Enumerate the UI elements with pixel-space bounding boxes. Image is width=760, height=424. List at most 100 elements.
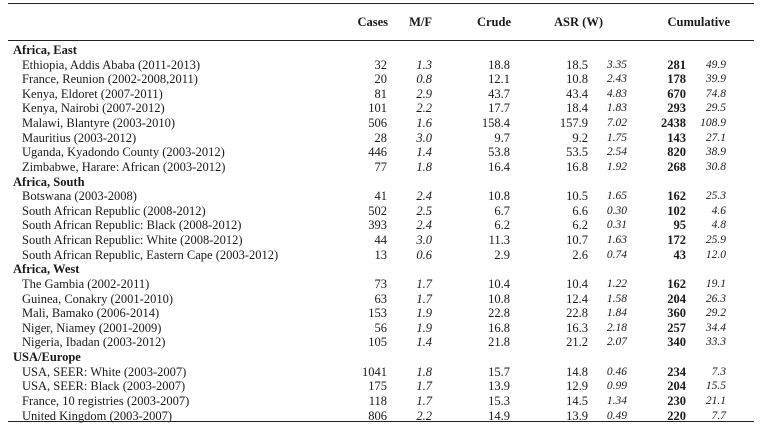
cases-cell: 13 [374, 247, 388, 262]
cases-cell: 81 [374, 86, 388, 101]
asr-se-cell: 0.31 [606, 219, 627, 232]
mf-ratio-cell: 1.7 [416, 276, 432, 291]
asr-cell: 157.9 [559, 116, 588, 131]
cases-cell: 101 [368, 101, 387, 116]
cumulative-cell: 2438 [661, 116, 686, 131]
cumulative-cell: 281 [667, 57, 686, 72]
crude-rate-cell: 10.4 [488, 276, 510, 291]
asr-cell: 18.4 [566, 101, 588, 116]
mf-ratio-cell: 1.4 [416, 145, 432, 160]
crude-rate-cell: 18.8 [488, 57, 510, 72]
asr-cell: 13.9 [566, 408, 588, 423]
cases-cell: 73 [374, 276, 388, 291]
table-row: Botswana (2003-2008) 41 2.4 10.8 10.5 1.65 162… [0, 188, 760, 204]
crude-rate-cell: 22.8 [488, 306, 510, 321]
table-row: Nigeria, Ibadan (2003-2012) 105 1.4 21.8 21.… [0, 334, 760, 350]
section-title: Africa, West [13, 262, 80, 277]
cases-cell: 118 [368, 393, 387, 408]
registry-cell: South African Republic (2008-2012) [22, 203, 206, 218]
asr-se-cell: 1.84 [606, 307, 627, 320]
cases-cell: 56 [374, 320, 388, 335]
asr-cell: 6.6 [572, 203, 588, 218]
asr-cell: 53.5 [566, 145, 588, 160]
mf-ratio-cell: 2.9 [416, 86, 432, 101]
cases-cell: 44 [374, 233, 388, 248]
asr-cell: 43.4 [566, 86, 588, 101]
registry-cell: Malawi, Blantyre (2003-2010) [22, 116, 176, 131]
cumulative-cell: 220 [667, 408, 686, 423]
asr-cell: 21.2 [566, 335, 588, 350]
crude-rate-cell: 21.8 [488, 335, 510, 350]
mf-ratio-cell: 3.0 [416, 233, 432, 248]
table-row: France, 10 registries (2003-2007) 118 1.7 1… [0, 393, 760, 409]
asr-cell: 22.8 [566, 306, 588, 321]
cumulative-cell: 204 [667, 379, 686, 394]
table-row: Kenya, Eldoret (2007-2011) 81 2.9 43.7 43.4 4… [0, 86, 760, 102]
cases-cell: 28 [374, 130, 388, 145]
registry-cell: Mali, Bamako (2006-2014) [22, 306, 160, 321]
cumulative-cell: 670 [667, 86, 686, 101]
asr-cell: 2.6 [572, 247, 588, 262]
table-row: Mauritius (2003-2012) 28 3.0 9.7 9.2 1.75 143 2… [0, 130, 760, 146]
asr-cell: 12.9 [566, 379, 588, 394]
table-row: Uganda, Kyadondo County (2003-2012) 446 1.… [0, 144, 760, 160]
table-row: South African Republic: White (2008-2012… [0, 232, 760, 248]
asr-se-cell: 2.18 [606, 321, 627, 334]
asr-cell: 10.7 [566, 233, 588, 248]
registry-cell: Ethiopia, Addis Ababa (2011-2013) [22, 57, 200, 72]
mf-ratio-cell: 0.8 [416, 72, 432, 87]
asr-se-cell: 0.49 [606, 409, 627, 422]
cumulative-cell: 162 [667, 276, 686, 291]
cumulative-se-cell: 29.2 [705, 307, 726, 320]
cases-cell: 806 [368, 408, 387, 423]
mf-ratio-cell: 1.3 [416, 57, 432, 72]
crude-rate-cell: 16.8 [488, 320, 510, 335]
table-row: France, Reunion (2002-2008,2011) 20 0.8 12.… [0, 71, 760, 87]
cumulative-se-cell: 25.3 [705, 190, 726, 203]
mf-ratio-cell: 2.4 [416, 189, 432, 204]
mf-ratio-cell: 1.9 [416, 306, 432, 321]
registry-cell: USA, SEER: Black (2003-2007) [22, 379, 186, 394]
asr-se-cell: 0.99 [606, 380, 627, 393]
cumulative-cell: 293 [667, 101, 686, 116]
crude-rate-cell: 2.9 [494, 247, 510, 262]
section-title: Africa, South [13, 174, 85, 189]
cases-cell: 175 [368, 379, 387, 394]
asr-cell: 10.8 [566, 72, 588, 87]
cumulative-cell: 204 [667, 291, 686, 306]
mf-ratio-cell: 0.6 [416, 247, 432, 262]
mf-ratio-cell: 3.0 [416, 130, 432, 145]
crude-rate-cell: 15.3 [488, 393, 510, 408]
table-row: United Kingdom (2003-2007) 806 2.2 14.9 13.9… [0, 408, 760, 424]
mf-ratio-cell: 2.2 [416, 408, 432, 423]
mf-ratio-cell: 1.7 [416, 291, 432, 306]
table-row: Guinea, Conakry (2001-2010) 63 1.7 10.8 12.4… [0, 291, 760, 307]
header-crude: Crude [476, 15, 511, 29]
registry-cell: The Gambia (2002-2011) [22, 276, 150, 291]
cumulative-se-cell: 34.4 [705, 321, 726, 334]
mf-ratio-cell: 2.4 [416, 218, 432, 233]
header-rule [8, 40, 754, 41]
cumulative-se-cell: 30.8 [705, 160, 726, 173]
cumulative-se-cell: 27.1 [705, 131, 726, 144]
cumulative-se-cell: 29.5 [705, 102, 726, 115]
crude-rate-cell: 14.9 [488, 408, 510, 423]
mf-ratio-cell: 1.8 [416, 159, 432, 174]
cumulative-se-cell: 21.1 [705, 394, 726, 407]
section-header: Africa, West [0, 261, 760, 277]
cases-cell: 41 [374, 189, 388, 204]
asr-se-cell: 1.63 [606, 234, 627, 247]
header-mf: M/F [409, 15, 432, 29]
table-row: Malawi, Blantyre (2003-2010) 506 1.6 158.4 1… [0, 115, 760, 131]
asr-cell: 12.4 [566, 291, 588, 306]
cases-cell: 32 [374, 57, 388, 72]
cumulative-cell: 360 [667, 306, 686, 321]
section-title: Africa, East [13, 43, 77, 57]
cumulative-se-cell: 4.8 [711, 219, 726, 232]
cumulative-se-cell: 49.9 [705, 58, 726, 71]
registry-cell: Uganda, Kyadondo County (2003-2012) [22, 145, 225, 160]
registry-cell: France, 10 registries (2003-2007) [22, 393, 190, 408]
registry-cell: South African Republic, Eastern Cape (20… [22, 247, 279, 262]
cases-cell: 393 [368, 218, 387, 233]
section-header: Africa, South [0, 174, 760, 190]
